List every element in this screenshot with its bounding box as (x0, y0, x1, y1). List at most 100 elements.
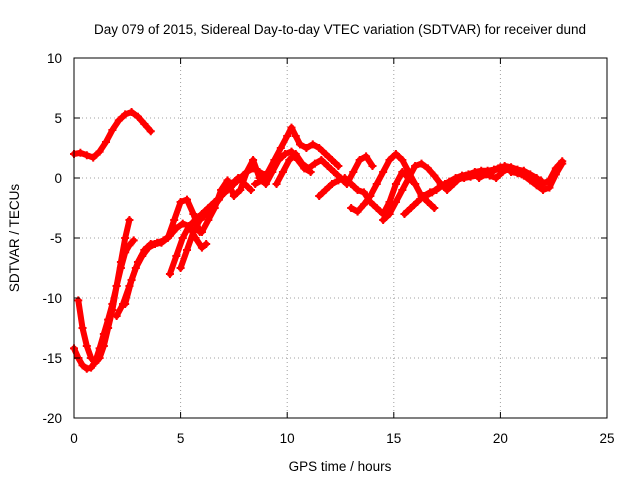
data-point (261, 180, 270, 188)
data-point (189, 228, 198, 236)
data-point (385, 210, 394, 218)
data-point (532, 174, 541, 182)
data-point (236, 186, 245, 194)
data-point (165, 270, 174, 278)
data-point (291, 150, 300, 158)
data-point (108, 126, 117, 134)
data-point (182, 195, 191, 204)
data-point (323, 162, 332, 170)
data-point (249, 156, 258, 164)
data-point (340, 174, 349, 182)
data-point (494, 164, 503, 173)
data-point (347, 204, 356, 212)
data-point (423, 164, 432, 173)
data-point (519, 171, 528, 180)
data-point (404, 174, 413, 182)
y-tick-label: -10 (42, 291, 62, 306)
y-tick-label: 10 (47, 51, 62, 66)
data-point (558, 159, 567, 168)
data-point (165, 231, 174, 240)
data-point (372, 204, 381, 212)
data-point (99, 342, 108, 350)
data-point (539, 186, 548, 194)
series-trail (273, 151, 376, 187)
data-point (95, 354, 104, 362)
series-peak-a (251, 123, 343, 188)
data-point (172, 224, 181, 233)
data-point (317, 156, 326, 164)
series-peak-b (272, 150, 377, 188)
data-point (413, 198, 422, 206)
data-point (112, 312, 121, 320)
data-point (466, 172, 475, 181)
data-point (421, 192, 430, 200)
data-point (308, 140, 317, 149)
data-point (347, 180, 356, 188)
data-point (146, 127, 155, 136)
series-tail-d (507, 159, 567, 194)
x-tick-label: 25 (599, 431, 614, 446)
series-trail (348, 151, 438, 215)
data-point (217, 186, 226, 194)
data-point (182, 246, 191, 254)
data-point (349, 168, 358, 176)
data-point (362, 152, 371, 161)
data-point (133, 258, 142, 266)
data-point (411, 180, 420, 188)
data-point (78, 324, 87, 332)
data-point (287, 123, 296, 132)
data-point (223, 176, 232, 185)
data-point (372, 180, 381, 188)
data-point (189, 210, 198, 218)
data-point (278, 168, 287, 176)
data-point (398, 186, 407, 194)
data-point (304, 164, 313, 173)
data-point (127, 276, 136, 284)
y-tick-label: 5 (54, 111, 62, 126)
data-point (202, 240, 211, 248)
data-point (246, 186, 255, 194)
data-point (270, 156, 279, 164)
data-point (334, 162, 343, 170)
data-point (197, 243, 206, 252)
data-point (327, 180, 336, 188)
data-point (330, 168, 339, 176)
data-point (178, 219, 187, 228)
data-point (264, 168, 273, 176)
data-point (492, 174, 501, 182)
data-point (434, 183, 443, 192)
data-point (176, 198, 185, 206)
data-point (89, 153, 98, 162)
series-trail (75, 217, 133, 366)
data-point (114, 116, 123, 125)
data-point (127, 108, 136, 116)
data-point (281, 150, 290, 158)
data-point (430, 204, 439, 212)
data-point (125, 216, 134, 224)
data-point (82, 151, 91, 160)
data-point (400, 210, 409, 218)
data-point (257, 176, 266, 185)
data-point (108, 306, 117, 314)
tick-layer: 0 5 10 15 20 25 -20 -15 -10 -5 0 5 10 (42, 51, 614, 446)
data-point (447, 177, 456, 186)
series-wave-b (347, 150, 439, 216)
data-point (272, 180, 281, 188)
data-point (121, 234, 130, 242)
data-point (366, 192, 375, 200)
data-point (327, 156, 336, 164)
data-point (229, 192, 238, 200)
data-point (391, 198, 400, 206)
x-axis-label: GPS time / hours (289, 459, 392, 474)
data-point (475, 174, 484, 182)
y-axis-label: SDTVAR / TECUs (7, 184, 22, 293)
series-trail (198, 148, 314, 235)
data-point (507, 168, 516, 176)
data-point (153, 238, 162, 247)
data-point (298, 159, 307, 168)
data-point (234, 174, 243, 182)
data-point (121, 110, 130, 119)
data-point (460, 174, 469, 182)
data-point (359, 200, 368, 209)
